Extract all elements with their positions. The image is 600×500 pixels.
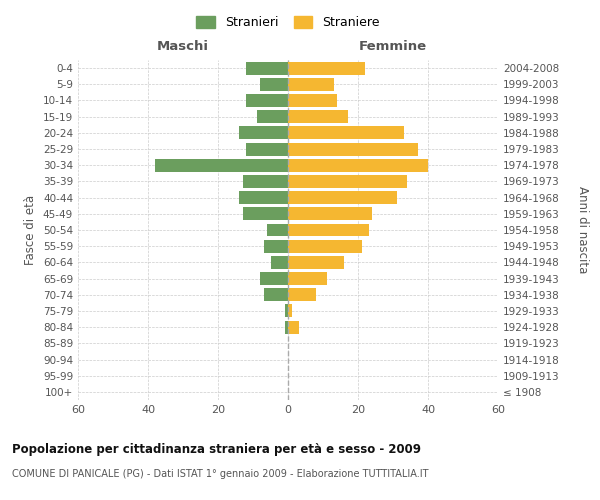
Bar: [288, 175, 407, 188]
Text: Femmine: Femmine: [359, 40, 427, 53]
Bar: [271, 256, 288, 269]
Bar: [263, 288, 288, 301]
Bar: [260, 78, 288, 91]
Legend: Stranieri, Straniere: Stranieri, Straniere: [196, 16, 380, 29]
Text: Popolazione per cittadinanza straniera per età e sesso - 2009: Popolazione per cittadinanza straniera p…: [12, 442, 421, 456]
Bar: [239, 191, 288, 204]
Bar: [288, 272, 326, 285]
Bar: [267, 224, 288, 236]
Bar: [288, 191, 397, 204]
Bar: [288, 208, 372, 220]
Bar: [288, 142, 418, 156]
Bar: [288, 288, 316, 301]
Bar: [288, 224, 368, 236]
Bar: [239, 126, 288, 140]
Y-axis label: Fasce di età: Fasce di età: [25, 195, 37, 265]
Bar: [260, 272, 288, 285]
Bar: [263, 240, 288, 252]
Bar: [288, 320, 299, 334]
Bar: [288, 94, 337, 107]
Bar: [242, 208, 288, 220]
Bar: [288, 256, 344, 269]
Bar: [288, 62, 365, 74]
Bar: [288, 159, 428, 172]
Bar: [246, 62, 288, 74]
Bar: [288, 110, 347, 123]
Bar: [288, 78, 334, 91]
Bar: [242, 175, 288, 188]
Bar: [284, 304, 288, 318]
Bar: [246, 142, 288, 156]
Text: COMUNE DI PANICALE (PG) - Dati ISTAT 1° gennaio 2009 - Elaborazione TUTTITALIA.I: COMUNE DI PANICALE (PG) - Dati ISTAT 1° …: [12, 469, 428, 479]
Text: Maschi: Maschi: [157, 40, 209, 53]
Bar: [284, 320, 288, 334]
Bar: [246, 94, 288, 107]
Y-axis label: Anni di nascita: Anni di nascita: [576, 186, 589, 274]
Bar: [155, 159, 288, 172]
Bar: [288, 126, 404, 140]
Bar: [288, 240, 361, 252]
Bar: [257, 110, 288, 123]
Bar: [288, 304, 292, 318]
